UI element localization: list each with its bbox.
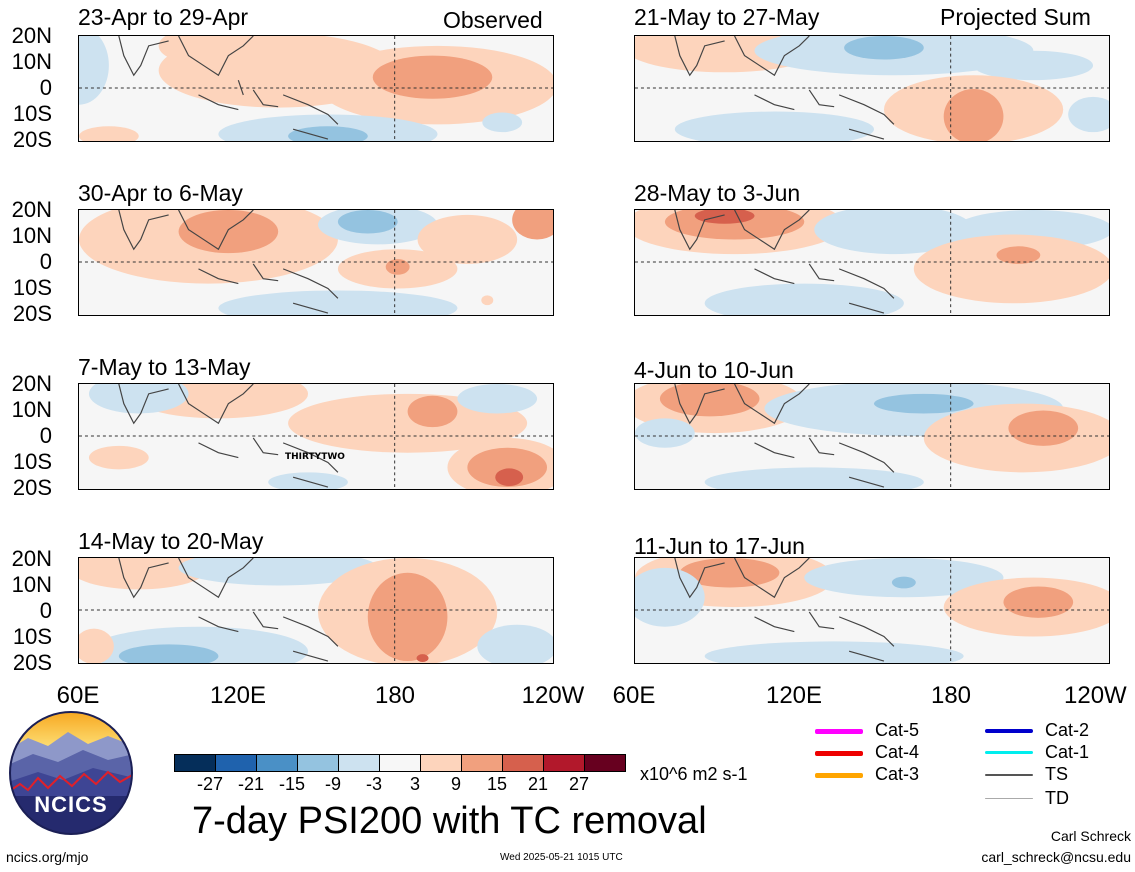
main-title: 7-day PSI200 with TC removal: [192, 800, 707, 842]
lat-label-20s: 20S: [12, 650, 52, 675]
lat-label-10n: 10N: [11, 223, 52, 248]
map-panel-proj-2: [634, 209, 1110, 316]
lat-label-10s: 10S: [12, 449, 52, 474]
projected-sum-tag: Projected Sum: [940, 4, 1091, 30]
lat-label-10n: 10N: [11, 397, 52, 422]
lat-label-20s: 20S: [12, 127, 52, 152]
lon-label-120e-right: 120E: [765, 682, 823, 709]
lon-label-120w-left: 120W: [521, 682, 585, 709]
panel-title-proj-1: 21-May to 27-May: [634, 4, 820, 30]
panel-title-obs-1: 23-Apr to 29-Apr: [78, 4, 249, 30]
map-panel-obs-4: [78, 557, 554, 664]
map-panel-proj-1: [634, 35, 1110, 142]
colorbar-swatch: [379, 755, 420, 771]
lon-label-180-right: 180: [930, 682, 972, 709]
legend-swatch-ts: [985, 774, 1033, 776]
colorbar-labels: -27 -21 -15 -9 -3 3 9 15 21 27: [174, 775, 626, 795]
footer-email[interactable]: carl_schreck@ncsu.edu: [981, 849, 1131, 865]
storm-label-thirtytwo: THIRTYTWO: [285, 452, 345, 462]
map-panel-obs-1: [78, 35, 554, 142]
lat-label-10n: 10N: [11, 49, 52, 74]
colorbar-swatch: [420, 755, 461, 771]
ncics-logo: NCICS: [8, 710, 134, 836]
colorbar-label: -21: [237, 774, 264, 794]
colorbar-swatch: [175, 755, 215, 771]
lon-label-120w-right: 120W: [1064, 684, 1127, 708]
footer-author: Carl Schreck: [1050, 828, 1131, 844]
colorbar-swatch: [461, 755, 502, 771]
panel-title-proj-4: 11-Jun to 17-Jun: [634, 533, 805, 559]
colorbar: [174, 754, 626, 772]
legend-swatch-cat4: [815, 751, 863, 756]
lat-label-0: 0: [39, 75, 52, 100]
map-panel-proj-3: [634, 383, 1110, 490]
colorbar-label: -3: [365, 774, 382, 794]
lat-label-20s: 20S: [12, 475, 52, 500]
colorbar-label: -27: [196, 774, 223, 794]
colorbar-label: 27: [568, 774, 590, 794]
lon-label-60e-right: 60E: [612, 682, 656, 709]
footer-url[interactable]: ncics.org/mjo: [6, 849, 89, 865]
colorbar-label: 15: [486, 774, 508, 794]
lon-label-180-left: 180: [374, 682, 416, 709]
colorbar-units: x10^6 m2 s-1: [640, 764, 748, 784]
lon-label-120e-left: 120E: [209, 682, 267, 709]
colorbar-swatch: [297, 755, 338, 771]
colorbar-swatch: [215, 755, 256, 771]
legend-swatch-cat5: [815, 729, 863, 734]
lat-label-20n: 20N: [11, 546, 52, 571]
legend-label-cat2: Cat-2: [1045, 720, 1090, 740]
panel-title-proj-2: 28-May to 3-Jun: [634, 180, 801, 206]
lat-label-10n: 10N: [11, 572, 52, 597]
colorbar-label: 9: [450, 774, 461, 794]
tc-legend: Cat-5 Cat-4 Cat-3 Cat-2 Cat-1 TS TD: [815, 718, 1135, 814]
panel-title-obs-3: 7-May to 13-May: [78, 354, 251, 380]
lat-label-10s: 10S: [12, 624, 52, 649]
lat-label-10s: 10S: [12, 275, 52, 300]
lon-label-60e-left: 60E: [56, 682, 100, 709]
legend-label-cat1: Cat-1: [1045, 742, 1090, 762]
lat-label-0: 0: [39, 598, 52, 623]
logo-text: NCICS: [34, 792, 108, 817]
legend-swatch-td: [985, 798, 1033, 799]
lat-label-20n: 20N: [11, 371, 52, 396]
panel-title-obs-4: 14-May to 20-May: [78, 528, 264, 554]
map-panel-proj-4: [634, 557, 1110, 664]
colorbar-swatch: [543, 755, 584, 771]
lat-label-0: 0: [39, 249, 52, 274]
observed-tag: Observed: [443, 7, 543, 33]
legend-label-cat3: Cat-3: [875, 764, 920, 784]
panel-title-proj-3: 4-Jun to 10-Jun: [634, 357, 794, 383]
footer-timestamp: Wed 2025-05-21 1015 UTC: [500, 852, 623, 863]
legend-label-ts: TS: [1045, 764, 1069, 784]
legend-label-cat4: Cat-4: [875, 742, 920, 762]
colorbar-label: 21: [527, 774, 549, 794]
lat-label-20n: 20N: [11, 197, 52, 222]
lat-label-20n: 20N: [11, 23, 52, 48]
colorbar-label: 3: [409, 774, 420, 794]
legend-swatch-cat3: [815, 773, 863, 778]
lat-label-20s: 20S: [12, 301, 52, 326]
colorbar-swatch: [502, 755, 543, 771]
panel-title-obs-2: 30-Apr to 6-May: [78, 180, 243, 206]
map-panel-obs-3: [78, 383, 554, 490]
lat-label-0: 0: [39, 423, 52, 448]
colorbar-label: -9: [324, 774, 341, 794]
map-panel-obs-2: [78, 209, 554, 316]
colorbar-swatch: [584, 755, 625, 771]
colorbar-label: -15: [278, 774, 305, 794]
legend-swatch-cat1: [985, 751, 1033, 754]
legend-swatch-cat2: [985, 729, 1033, 733]
legend-label-cat5: Cat-5: [875, 720, 920, 740]
colorbar-swatch: [338, 755, 379, 771]
legend-label-td: TD: [1045, 788, 1069, 808]
colorbar-swatch: [256, 755, 297, 771]
lat-label-10s: 10S: [12, 101, 52, 126]
